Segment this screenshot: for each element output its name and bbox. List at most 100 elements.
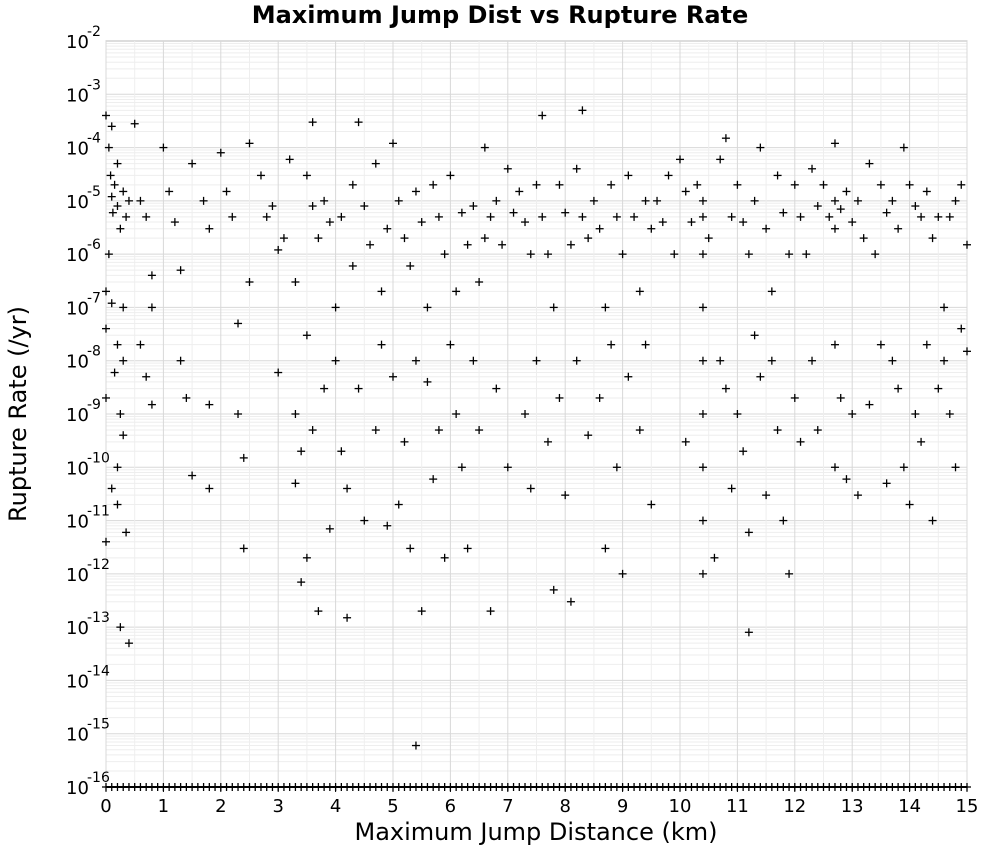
data-point — [859, 234, 868, 243]
y-tick-label: 10-8 — [66, 344, 101, 373]
data-point — [348, 180, 357, 189]
data-point — [417, 607, 426, 616]
y-tick-label: 10-2 — [66, 24, 101, 53]
data-point — [279, 234, 288, 243]
data-point — [693, 180, 702, 189]
data-point — [119, 356, 128, 365]
y-tick-base: 10 — [66, 405, 89, 426]
data-point — [383, 224, 392, 233]
data-point — [274, 245, 283, 254]
data-point — [106, 171, 115, 180]
data-point — [762, 224, 771, 233]
data-point — [411, 356, 420, 365]
data-point — [119, 303, 128, 312]
data-point — [928, 516, 937, 525]
data-point — [698, 212, 707, 221]
data-point — [136, 340, 145, 349]
data-point — [429, 475, 438, 484]
data-point — [113, 500, 122, 509]
data-point — [102, 111, 110, 120]
x-tick-label: 9 — [617, 796, 628, 817]
data-point — [147, 271, 156, 280]
data-point — [945, 212, 954, 221]
data-point — [320, 196, 329, 205]
y-tick-label: 10-14 — [66, 663, 110, 692]
data-point — [733, 410, 742, 418]
data-point — [291, 278, 300, 287]
data-point — [176, 266, 185, 275]
data-point — [354, 118, 363, 127]
data-point — [773, 426, 782, 435]
data-point — [618, 250, 627, 259]
y-tick-base: 10 — [66, 725, 89, 746]
y-tick-exponent: -5 — [87, 184, 101, 200]
data-point — [773, 171, 782, 180]
data-point — [830, 224, 839, 233]
data-point — [222, 187, 231, 196]
data-point — [147, 303, 156, 312]
data-point — [572, 164, 581, 173]
y-tick-exponent: -7 — [87, 290, 101, 306]
data-point — [750, 331, 759, 340]
data-point — [876, 340, 885, 349]
data-point — [951, 196, 960, 205]
data-point — [624, 171, 633, 180]
data-point — [104, 250, 113, 259]
data-point — [716, 155, 725, 164]
data-point — [116, 224, 125, 233]
y-tick-exponent: -9 — [87, 397, 101, 413]
data-point — [802, 250, 811, 259]
data-point — [268, 202, 277, 211]
y-tick-exponent: -15 — [87, 717, 110, 733]
data-point — [429, 180, 438, 189]
data-point — [899, 143, 908, 152]
data-point — [607, 340, 616, 349]
data-point — [354, 384, 363, 393]
data-point — [687, 218, 696, 227]
data-point — [104, 143, 113, 152]
y-tick-label: 10-10 — [66, 450, 110, 479]
data-point — [331, 303, 340, 312]
data-point — [899, 463, 908, 472]
data-point — [107, 299, 116, 308]
data-point — [549, 303, 558, 312]
x-tick-label: 13 — [841, 796, 864, 817]
y-tick-exponent: -3 — [87, 77, 101, 93]
data-point — [796, 212, 805, 221]
data-point — [463, 544, 472, 553]
x-axis-label: Maximum Jump Distance (km) — [355, 818, 718, 846]
y-tick-label: 10-7 — [66, 290, 101, 319]
data-point — [670, 250, 679, 259]
data-point — [888, 356, 897, 365]
data-point — [343, 484, 352, 493]
y-tick-exponent: -16 — [87, 770, 110, 786]
data-point — [291, 479, 300, 488]
data-point — [727, 212, 736, 221]
data-point — [727, 484, 736, 493]
data-point — [963, 240, 971, 249]
data-point — [830, 340, 839, 349]
y-tick-base: 10 — [66, 85, 89, 106]
data-point — [928, 234, 937, 243]
data-point — [503, 164, 512, 173]
x-tick-label: 4 — [330, 796, 341, 817]
data-point — [578, 106, 587, 115]
data-point — [124, 639, 133, 648]
data-point — [337, 447, 346, 456]
data-point — [239, 453, 248, 462]
data-point — [205, 484, 214, 493]
data-point — [366, 240, 375, 249]
data-point — [882, 208, 891, 217]
data-points — [102, 106, 971, 791]
y-tick-base: 10 — [66, 298, 89, 319]
data-point — [963, 347, 971, 356]
data-point — [122, 528, 131, 537]
data-point — [234, 410, 243, 418]
y-axis-label: Rupture Rate (/yr) — [4, 306, 32, 522]
data-point — [595, 393, 604, 402]
data-point — [762, 491, 771, 500]
data-point — [486, 607, 495, 616]
data-point — [779, 208, 788, 217]
data-point — [698, 196, 707, 205]
